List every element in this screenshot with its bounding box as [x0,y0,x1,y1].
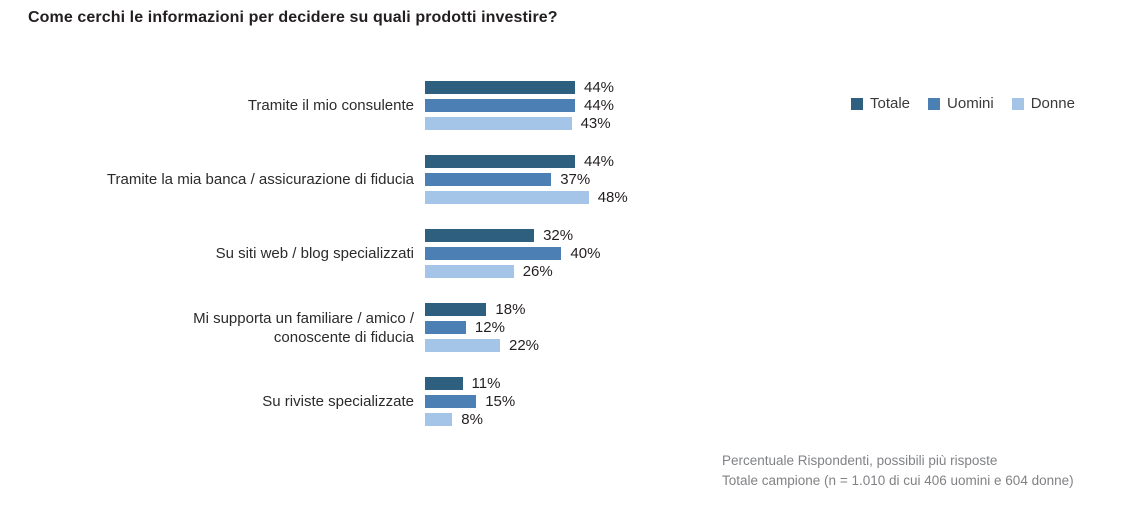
value-label: 11% [471,375,501,392]
legend-swatch-icon [851,97,863,110]
bar-stack: 32% 40% 26% [425,227,601,280]
legend-label: Uomini [947,95,994,112]
bar-stack: 44% 44% 43% [425,79,615,132]
value-label: 44% [584,153,615,170]
legend-swatch-icon [928,97,941,110]
bar-row: 44% [425,97,615,114]
bar-row: 44% [425,153,628,170]
bar-group: Su riviste specializzate 11% 15% 8% [0,375,628,428]
value-label: 48% [597,189,628,206]
footnote-line-2: Totale campione (n = 1.010 di cui 406 uo… [722,473,1074,488]
bar-totale [425,81,575,94]
value-label: 12% [474,319,505,336]
value-label: 18% [495,301,526,318]
bar-group: Tramite il mio consulente 44% 44% 43% [0,79,628,132]
bar-row: 44% [425,79,615,96]
bar-stack: 44% 37% 48% [425,153,628,206]
bar-row: 37% [425,171,628,188]
category-label: Tramite il mio consulente [247,97,414,114]
bar-row: 43% [425,115,614,132]
category-label: Su riviste specializzate [262,393,414,410]
value-label: 37% [560,171,591,188]
bar-row: 40% [425,245,601,262]
value-label: 44% [584,79,615,96]
bar-row: 22% [425,337,540,354]
bar-donne [425,117,572,130]
category-label: Tramite la mia banca / assicurazione di … [106,171,414,188]
bar-uomini [425,395,477,408]
value-label: 22% [509,337,540,354]
bar-row: 12% [425,319,539,336]
bar-uomini [425,173,552,186]
value-label: 8% [461,411,483,428]
value-label: 44% [584,97,615,114]
legend-label: Donne [1030,95,1075,112]
bar-row: 26% [425,263,600,280]
legend-item-donne: Donne [1011,95,1075,112]
bar-row: 8% [425,411,515,428]
bar-group: Tramite la mia banca / assicurazione di … [0,153,628,206]
bar-row: 11% [425,375,515,392]
bar-totale [425,229,535,242]
bar-stack: 18% 12% 22% [425,301,540,354]
legend-item-uomini: Uomini [928,95,994,112]
legend-swatch-icon [1011,97,1024,110]
bar-row: 15% [425,393,516,410]
bar-group: Mi supporta un familiare / amico / conos… [0,301,628,354]
value-label: 15% [485,393,516,410]
category-label: Su siti web / blog specializzati [215,245,414,262]
value-label: 26% [522,263,553,280]
bar-row: 32% [425,227,600,244]
bar-donne [425,339,500,352]
value-label: 43% [580,115,611,132]
legend-label: Totale [870,95,911,112]
bar-uomini [425,247,562,260]
bar-totale [425,155,575,168]
bar-donne [425,413,453,426]
category-label: Mi supporta un familiare / amico / conos… [193,309,414,346]
bar-uomini [425,321,466,334]
bar-donne [425,265,514,278]
chart-footnote: Percentuale Rispondenti, possibili più r… [722,451,1074,491]
bar-row: 48% [425,189,628,206]
legend: Totale Uomini Donne [851,95,1075,112]
chart-title: Come cerchi le informazioni per decidere… [28,9,558,26]
legend-item-totale: Totale [851,95,910,112]
value-label: 32% [543,227,574,244]
bar-row: 18% [425,301,539,318]
bar-totale [425,303,487,316]
value-label: 40% [570,245,601,262]
bar-uomini [425,99,575,112]
bar-totale [425,377,463,390]
bar-group: Su siti web / blog specializzati 32% 40% 26… [0,227,628,280]
bar-chart: Tramite il mio consulente 44% 44% 43% Tramit… [0,79,628,451]
bar-stack: 11% 15% 8% [425,375,516,428]
footnote-line-1: Percentuale Rispondenti, possibili più r… [722,453,998,468]
bar-donne [425,191,589,204]
